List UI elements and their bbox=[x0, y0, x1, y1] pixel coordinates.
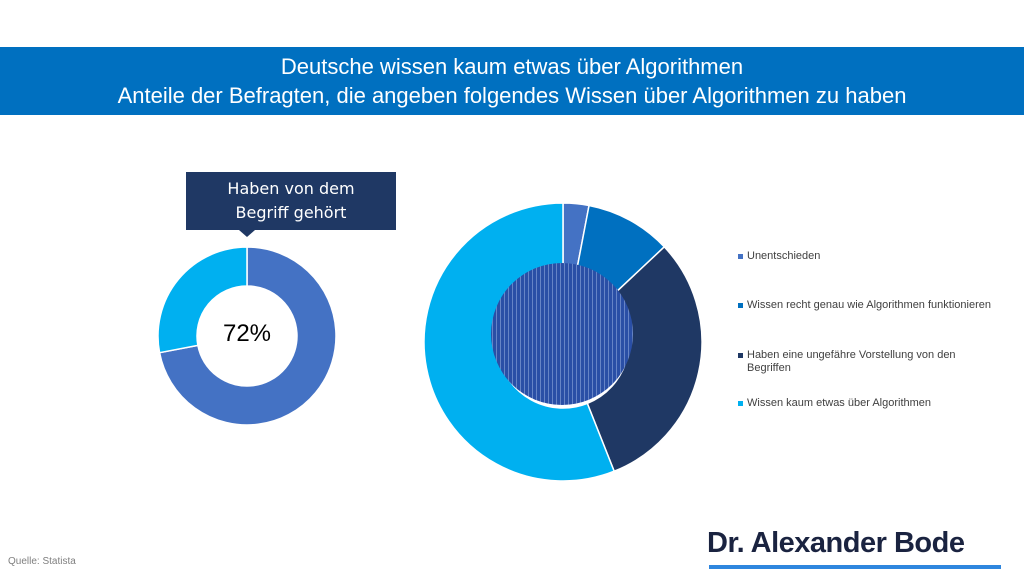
title-line-1: Deutsche wissen kaum etwas über Algorith… bbox=[280, 54, 744, 79]
legend-label: Wissen recht genau wie Algorithmen funkt… bbox=[747, 299, 991, 311]
donut-slice bbox=[158, 246, 337, 426]
callout-box: Haben von dem Begriff gehört bbox=[186, 172, 396, 237]
legend-swatch bbox=[738, 303, 743, 308]
globe-image bbox=[491, 263, 633, 405]
donut-slice bbox=[157, 246, 248, 354]
legend-swatch bbox=[738, 353, 743, 358]
legend-label: Haben eine ungefähre Vorstellung von den… bbox=[747, 349, 956, 374]
logo: Dr. Alexander Bode bbox=[707, 527, 965, 559]
legend-swatch bbox=[738, 401, 743, 406]
donut-center-label: 72% bbox=[222, 320, 272, 347]
legend-item: Wissen recht genau wie Algorithmen funkt… bbox=[738, 299, 997, 312]
callout-line-1: Haben von dem bbox=[227, 179, 355, 198]
legend-item: Unentschieden bbox=[738, 250, 997, 263]
logo-underline bbox=[709, 565, 1001, 569]
legend-swatch bbox=[738, 254, 743, 259]
source-note: Quelle: Statista bbox=[8, 556, 76, 567]
title-banner: Deutsche wissen kaum etwas über Algorith… bbox=[0, 47, 1024, 115]
legend-item: Haben eine ungefähre Vorstellung von den… bbox=[738, 349, 997, 375]
legend-label: Wissen kaum etwas über Algorithmen bbox=[747, 397, 932, 409]
callout-line-2: Begriff gehört bbox=[235, 203, 347, 222]
legend-item: Wissen kaum etwas über Algorithmen bbox=[738, 397, 997, 410]
legend-label: Unentschieden bbox=[747, 250, 821, 262]
title-line-2: Anteile der Befragten, die angeben folge… bbox=[117, 83, 907, 108]
